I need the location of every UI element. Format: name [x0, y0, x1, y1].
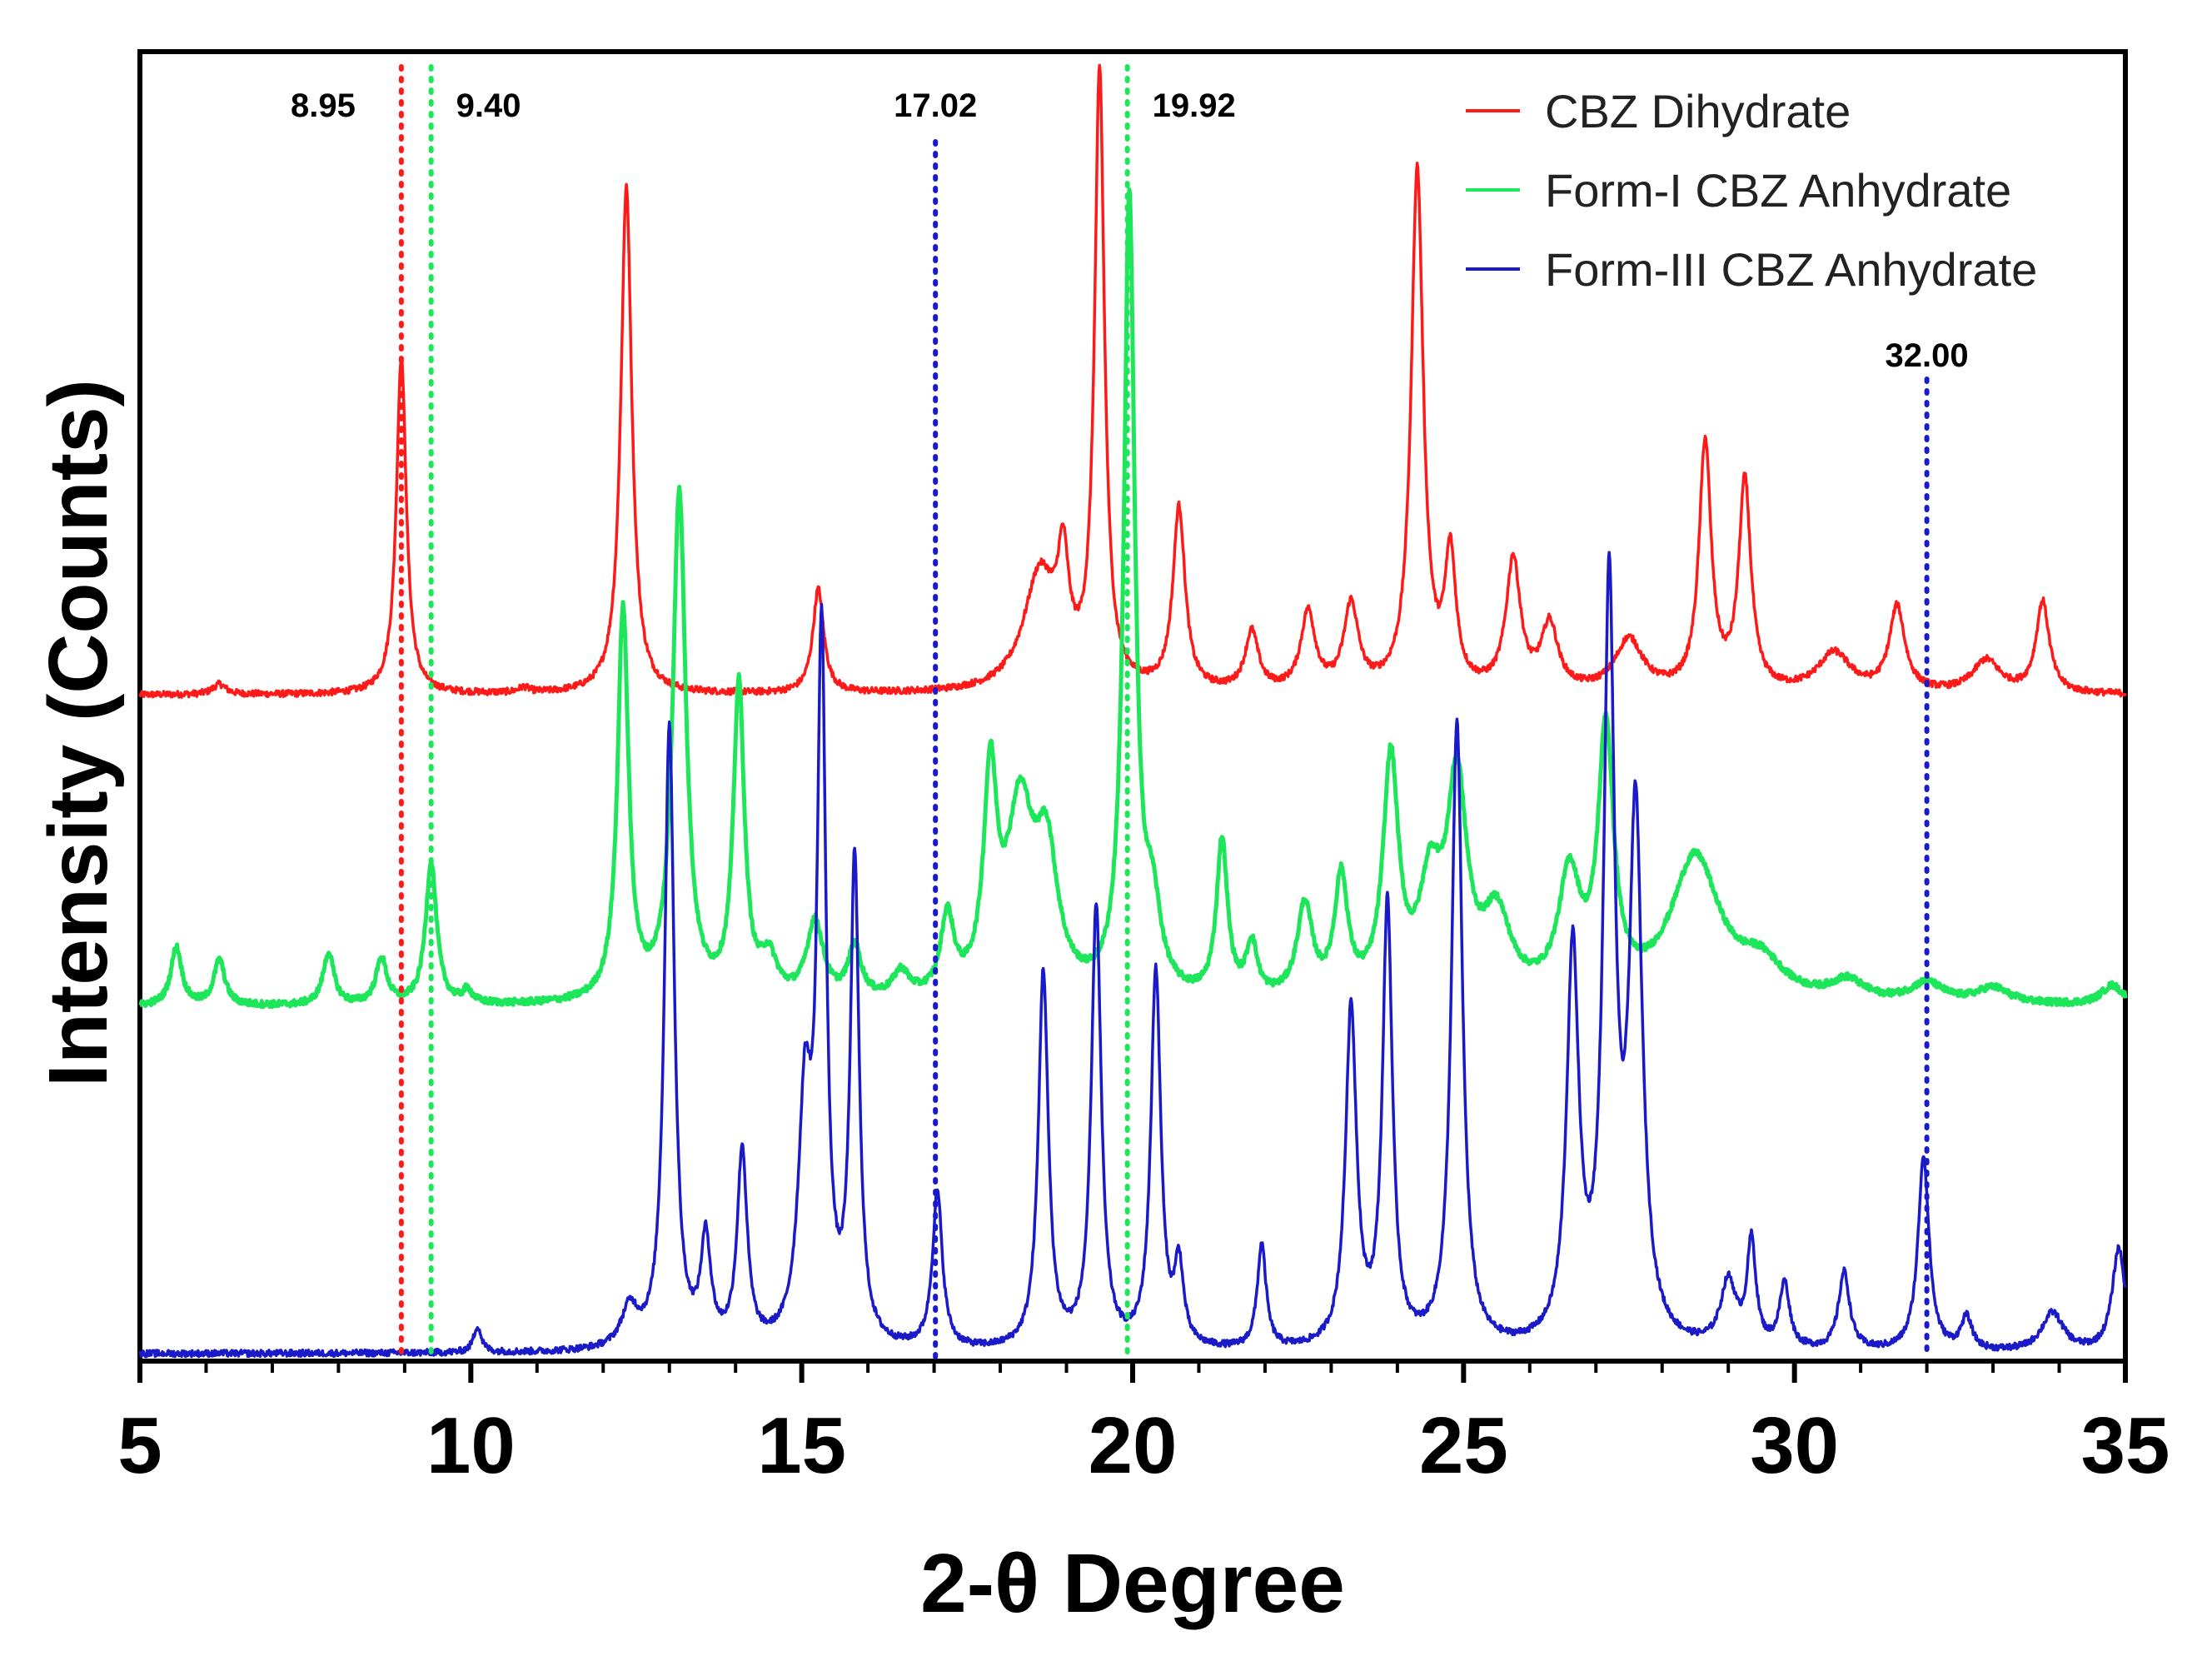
x-tick-label: 35 — [2081, 1401, 2170, 1490]
legend: CBZ Dihydrate Form-I CBZ Anhydrate Form-… — [1466, 85, 2037, 296]
y-axis-title: Intensity (Counts) — [32, 379, 125, 1087]
x-tick-label: 30 — [1750, 1401, 1839, 1490]
series-group — [138, 63, 2128, 1359]
x-tick-label: 5 — [117, 1401, 162, 1490]
series-line-cbz-dihydrate — [138, 63, 2127, 699]
x-axis-title: 2-θ Degree — [920, 1537, 1345, 1630]
reference-label-9-40: 9.40 — [456, 87, 521, 124]
reference-lines: 8.95 9.40 17.02 19.92 32.00 — [291, 64, 1969, 1360]
reference-label-17-02: 17.02 — [894, 87, 977, 124]
x-tick-label: 20 — [1089, 1401, 1178, 1490]
reference-label-19-92: 19.92 — [1153, 87, 1236, 124]
legend-label-form-iii: Form-III CBZ Anhydrate — [1545, 243, 2037, 296]
legend-label-form-i: Form-I CBZ Anhydrate — [1545, 164, 2011, 217]
x-axis-ticks: 5 10 15 20 25 30 35 — [117, 1361, 2170, 1490]
x-tick-label: 15 — [757, 1401, 846, 1490]
legend-label-dihydrate: CBZ Dihydrate — [1545, 85, 1851, 137]
series-line-form-i-cbz-anhydrate — [138, 187, 2128, 1010]
reference-label-32-00: 32.00 — [1886, 337, 1969, 374]
x-tick-label: 25 — [1419, 1401, 1508, 1490]
x-tick-label: 10 — [426, 1401, 516, 1490]
reference-label-8-95: 8.95 — [291, 87, 356, 124]
series-line-form-iii-cbz-anhydrate — [138, 551, 2127, 1359]
